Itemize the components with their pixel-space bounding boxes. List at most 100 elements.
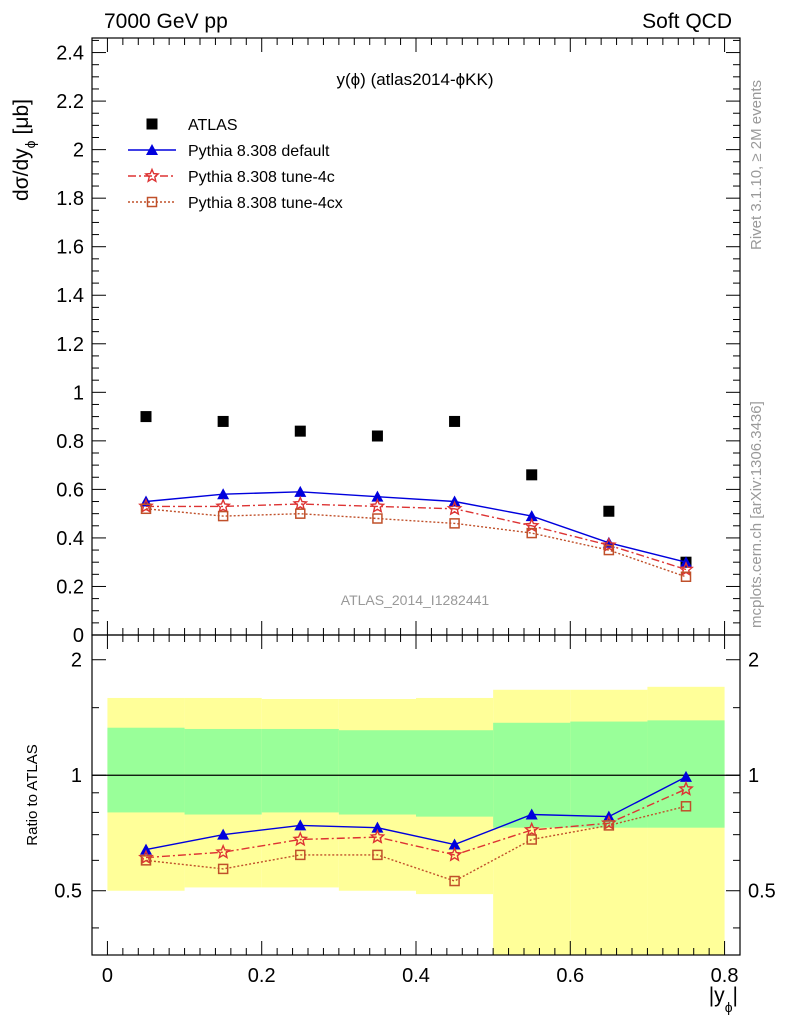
- main-watermark: ATLAS_2014_I1282441: [341, 592, 490, 608]
- x-tick-label: 0.8: [711, 965, 739, 987]
- ratio-line-1: [145, 788, 687, 859]
- main-y-tick-label: 0.4: [56, 528, 84, 550]
- uncertainty-bands: [92, 686, 740, 955]
- main-y-tick-label: 0.2: [56, 576, 84, 598]
- ratio-y-axis-label: Ratio to ATLAS: [24, 744, 41, 845]
- main-point-s0-5: [526, 469, 538, 481]
- legend-label-2: Pythia 8.308 tune-4c: [188, 169, 335, 186]
- ratio-point-s0-3: [371, 821, 384, 833]
- ratio-point-s0-4: [448, 838, 461, 850]
- ratio-point-s1-7: [678, 780, 694, 796]
- legend-label-1: Pythia 8.308 default: [188, 143, 330, 160]
- main-point-s0-4: [449, 415, 461, 427]
- ratio-point-s2-7: [680, 801, 692, 812]
- main-point-s0-6: [603, 505, 615, 517]
- side-rivet-text: Rivet 3.1.10, ≥ 2M events: [748, 80, 765, 250]
- ratio-point-s1-5: [523, 821, 540, 837]
- ratio-point-s0-5: [525, 808, 538, 820]
- ratio-point-s1-2: [292, 831, 309, 847]
- ratio-point-s0-1: [217, 828, 230, 840]
- legend-label-3: Pythia 8.308 tune-4cx: [188, 195, 343, 212]
- main-point-s1-5: [525, 510, 538, 522]
- band-inner-bin-6: [570, 721, 648, 828]
- data-series: [138, 411, 694, 887]
- ratio-y-tick-label: 1: [71, 765, 82, 787]
- x-axis-label-subscript: ϕ: [725, 999, 733, 1015]
- main-point-s3-2: [295, 508, 306, 519]
- main-point-s0-3: [371, 430, 383, 442]
- ratio-point-s0-2: [294, 819, 307, 831]
- band-inner-bin-3: [338, 730, 416, 815]
- main-point-s1-3: [371, 490, 384, 502]
- main-point-s3-4: [449, 518, 460, 529]
- legend-marker-0: [146, 118, 158, 130]
- ratio-y-tick-label: 2: [71, 650, 82, 672]
- main-point-s2-3: [369, 498, 386, 514]
- main-line-1: [145, 491, 687, 563]
- main-y-tick-label: 2: [73, 140, 84, 162]
- x-axis-label: |yϕ|: [709, 984, 738, 1015]
- main-point-s0-2: [294, 425, 306, 437]
- ratio-point-s2-1: [217, 863, 229, 875]
- main-point-s3-7: [680, 571, 692, 583]
- ratio-point-s0-7: [680, 770, 692, 782]
- main-y-tick-label: 1.8: [56, 188, 84, 210]
- x-tick-label: 0.6: [556, 965, 584, 987]
- x-axis-label-close: |: [733, 984, 738, 1007]
- main-point-s1-2: [294, 485, 307, 497]
- band-inner-bin-2: [261, 728, 339, 813]
- main-y-tick-label: 1.2: [56, 334, 84, 356]
- band-inner-bin-1: [184, 728, 262, 815]
- main-point-s0-0: [140, 411, 152, 423]
- main-y-tick-label: 1.4: [56, 285, 84, 307]
- ratio-point-s2-0: [140, 855, 152, 866]
- ratio-point-s0-0: [140, 843, 152, 855]
- main-point-s0-1: [217, 415, 229, 427]
- x-tick-label: 0: [102, 965, 113, 987]
- main-y-axis-label-quantity: dσ/dy: [10, 148, 33, 201]
- legend-marker-2: [144, 167, 160, 183]
- main-line-3: [145, 508, 687, 578]
- ratio-point-s1-3: [369, 828, 386, 844]
- main-y-axis-label: dσ/dyϕ [μb]: [10, 99, 38, 201]
- main-point-s3-0: [140, 503, 152, 515]
- header-energy: 7000 GeV pp: [104, 10, 228, 33]
- ratio-point-s2-2: [295, 849, 306, 861]
- ratio-point-s2-4: [449, 875, 460, 887]
- main-point-s3-5: [526, 527, 537, 539]
- main-y-tick-label: 0.8: [56, 431, 84, 453]
- legend: ATLAS Pythia 8.308 default Pythia 8.308 tu…: [128, 117, 343, 212]
- legend-marker-3: [146, 196, 158, 208]
- band-inner-bin-0: [107, 727, 185, 813]
- ratio-y-tick-label-right: 0.5: [748, 881, 776, 903]
- main-y-axis-label-subscript: ϕ: [22, 140, 38, 148]
- main-point-s3-3: [372, 513, 383, 524]
- main-point-s1-1: [217, 488, 230, 500]
- main-y-tick-label: 0: [73, 625, 84, 647]
- main-y-tick-label: 1: [73, 382, 84, 404]
- axis-ticks: 0 0.2 0.4 0.6 0.8 1 1.2 1.4 1.6 1.8 2 2.2 2.4 0 0.2 0.4…: [54, 38, 776, 987]
- ratio-line-2: [145, 805, 687, 882]
- main-title: y(ϕ) (atlas2014-ϕKK): [337, 70, 494, 89]
- x-tick-label: 0.4: [402, 965, 430, 987]
- main-point-s3-6: [603, 544, 615, 556]
- x-tick-label: 0.2: [248, 965, 276, 987]
- main-y-tick-label: 0.6: [56, 479, 84, 501]
- main-y-tick-label: 1.6: [56, 237, 84, 259]
- main-line-2: [146, 503, 687, 571]
- header-category: Soft QCD: [642, 10, 732, 33]
- main-point-s2-1: [215, 498, 232, 514]
- ratio-point-s1-4: [446, 846, 463, 862]
- ratio-point-s2-3: [372, 849, 383, 861]
- legend-marker-1: [146, 144, 158, 155]
- ratio-point-s2-6: [603, 820, 615, 831]
- legend-label-0: ATLAS: [188, 117, 238, 134]
- ratio-y-tick-label-right: 1: [748, 765, 759, 787]
- ratio-y-tick-label-right: 2: [748, 650, 759, 672]
- ratio-line-0: [145, 776, 687, 851]
- main-point-s3-1: [217, 510, 229, 522]
- main-y-tick-label: 2.4: [56, 43, 84, 65]
- band-inner-bin-4: [416, 730, 494, 817]
- side-mcplots-text: mcplots.cern.ch [arXiv:1306.3436]: [748, 401, 765, 628]
